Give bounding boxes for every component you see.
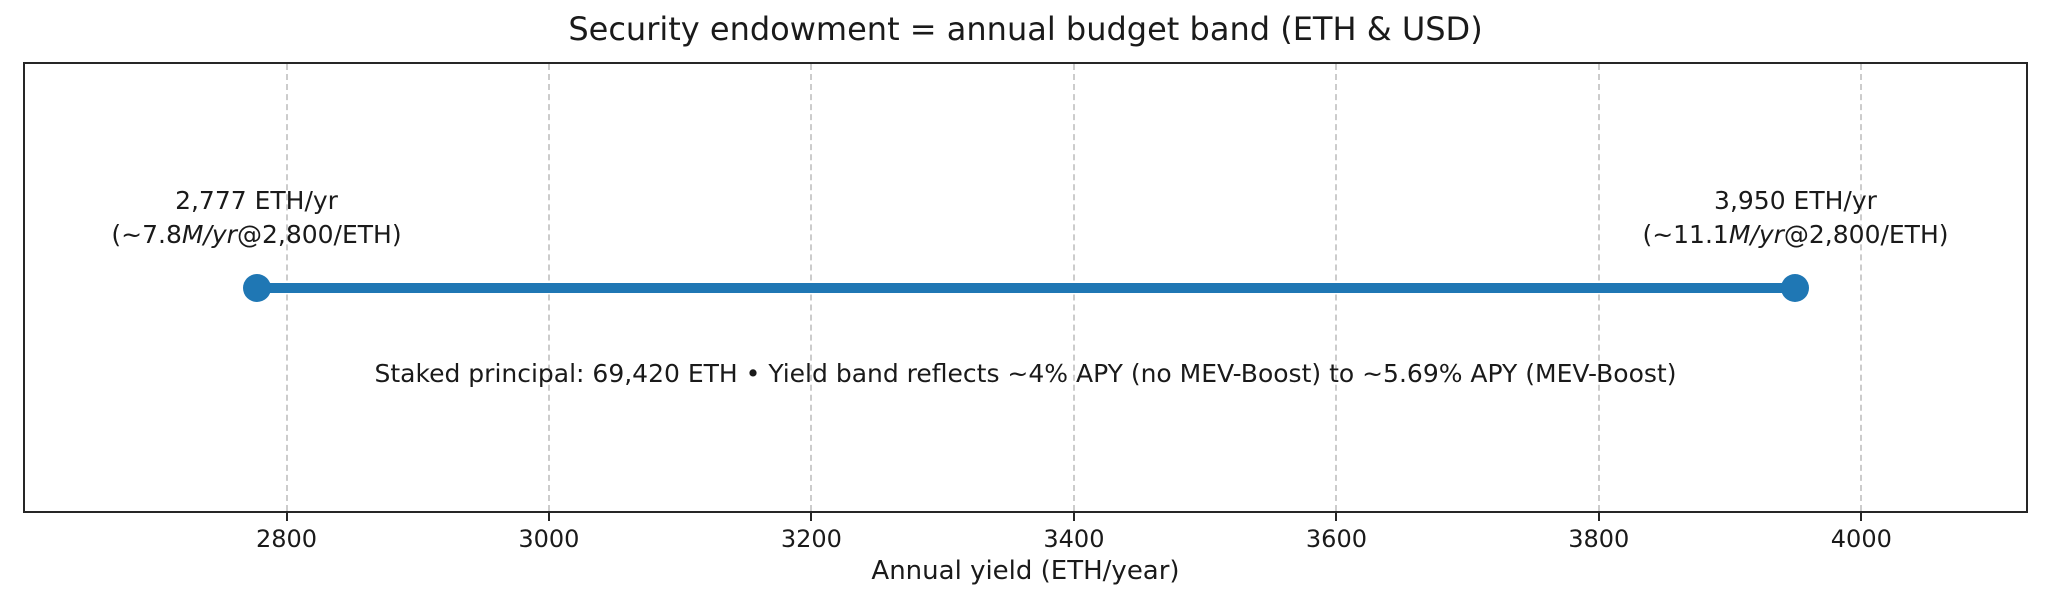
x-tick-label-4000: 4000 — [1830, 525, 1892, 553]
endpoint-end-eth-value: 3,950 ETH/yr — [1714, 185, 1877, 215]
x-axis-label: Annual yield (ETH/year) — [871, 556, 1180, 586]
endpoint-label-end: 3,950 ETH/yr (~11.1M/yr@2,800/ETH) — [1642, 184, 1948, 252]
endpoint-label-start: 2,777 ETH/yr (~7.8M/yr@2,800/ETH) — [111, 184, 401, 252]
gridline-4000 — [1860, 64, 1863, 511]
x-tick-mark-3600 — [1335, 511, 1338, 521]
endpoint-start-eth-value: 2,777 ETH/yr — [175, 185, 338, 215]
endpoint-end-usd-value: (~11.1M/yr@2,800/ETH) — [1642, 219, 1949, 249]
band-marker-start — [242, 273, 271, 302]
x-tick-label-3200: 3200 — [780, 525, 842, 553]
x-tick-label-3400: 3400 — [1043, 525, 1105, 553]
x-tick-mark-3400 — [1072, 511, 1075, 521]
x-tick-mark-3200 — [810, 511, 813, 521]
plot-area: 2,777 ETH/yr (~7.8M/yr@2,800/ETH) 3,950 … — [23, 62, 2028, 553]
band-line — [256, 282, 1796, 293]
x-tick-label-2800: 2800 — [255, 525, 318, 553]
annotation-staked-principal: Staked principal: 69,420 ETH • Yield ban… — [374, 359, 1677, 389]
x-tick-mark-3800 — [1597, 511, 1600, 521]
x-tick-label-3000: 3000 — [518, 525, 580, 553]
x-tick-mark-4000 — [1860, 511, 1863, 521]
x-tick-mark-3000 — [547, 511, 550, 521]
x-tick-mark-2800 — [285, 511, 288, 521]
chart-title: Security endowment = annual budget band … — [568, 10, 1483, 48]
band-marker-end — [1781, 273, 1810, 302]
endpoint-start-usd-value: (~7.8M/yr@2,800/ETH) — [111, 219, 402, 249]
x-tick-label-3600: 3600 — [1305, 525, 1367, 553]
x-tick-label-3800: 3800 — [1568, 525, 1630, 553]
